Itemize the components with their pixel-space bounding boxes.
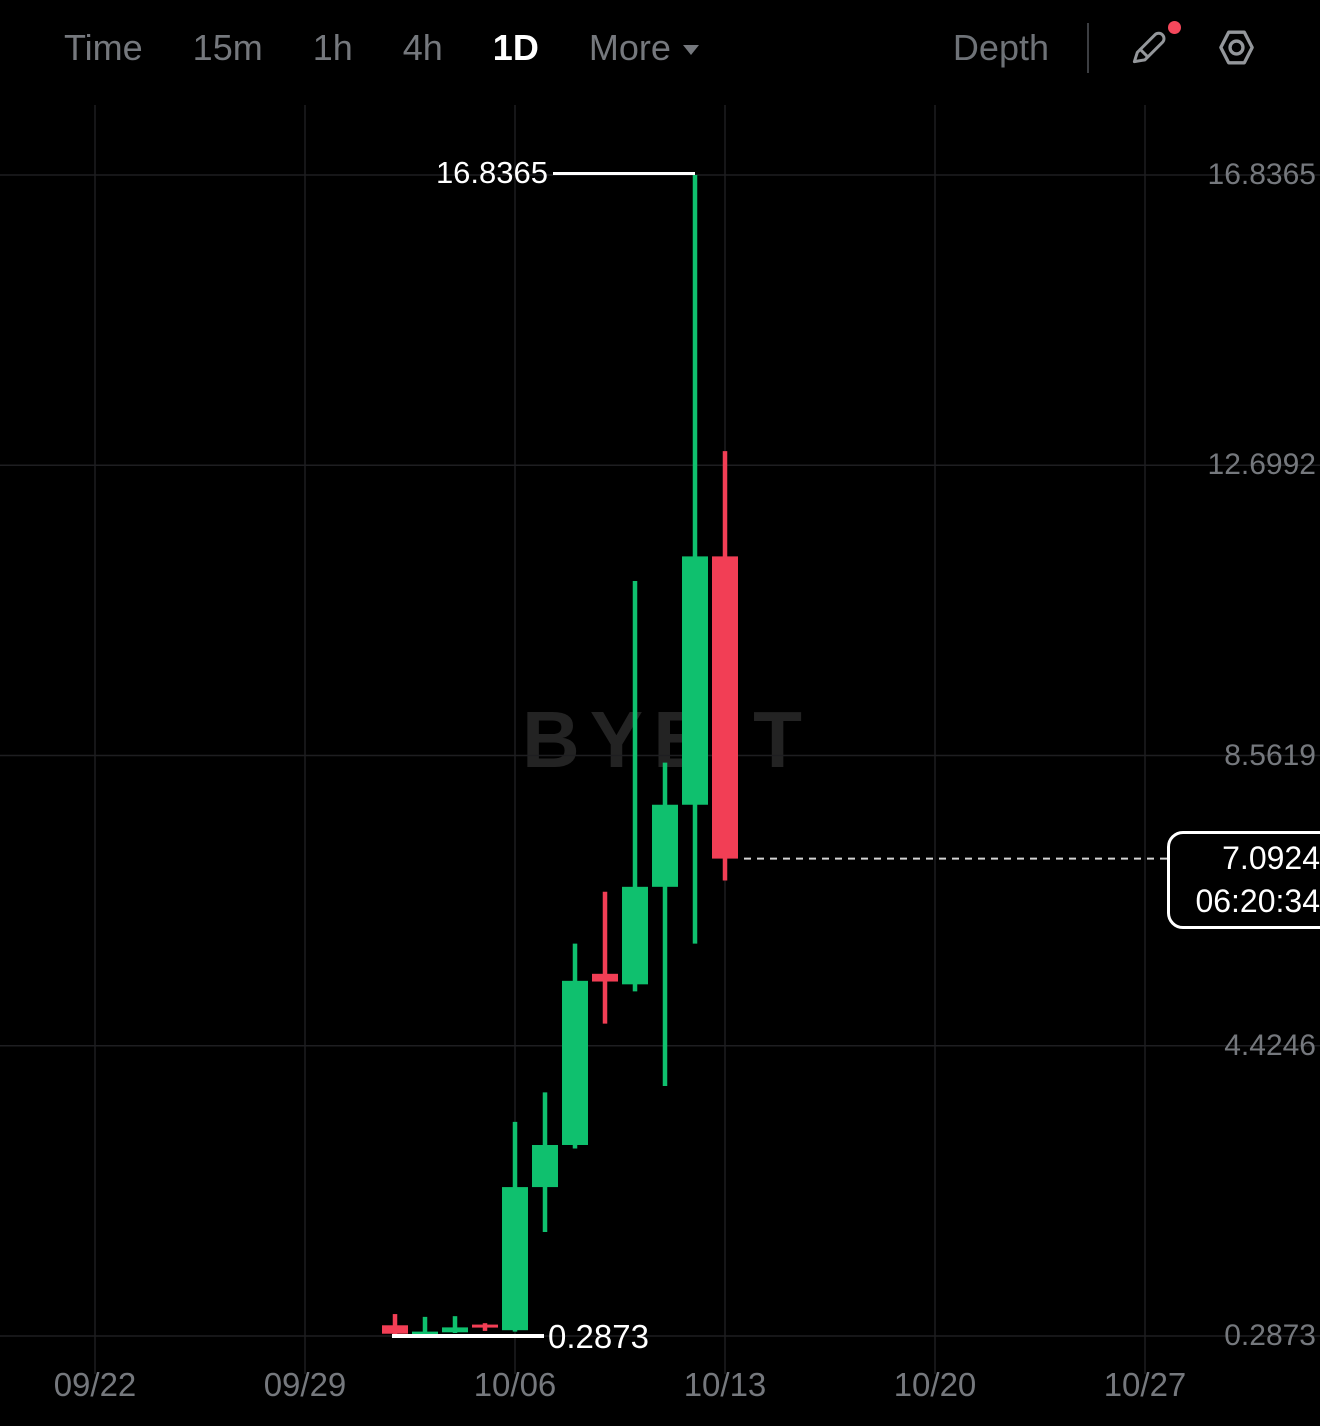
tab-4h[interactable]: 4h — [402, 26, 443, 68]
high-price-label: 16.8365 — [435, 155, 548, 190]
tab-more-button[interactable]: More — [588, 26, 699, 68]
price-axis-label: 16.8365 — [1207, 158, 1316, 191]
tab-1h[interactable]: 1h — [312, 26, 353, 68]
candle-body — [712, 556, 738, 859]
chart-settings-button[interactable] — [1213, 24, 1260, 71]
price-axis-label: 8.5619 — [1224, 738, 1316, 772]
time-axis-label: 10/13 — [683, 1366, 767, 1403]
notification-dot — [1168, 20, 1181, 34]
time-axis-label: 10/06 — [473, 1366, 557, 1403]
toolbar-right-group: Depth — [952, 20, 1260, 73]
candle-body — [652, 804, 678, 887]
last-price-tag: 7.0924 06:20:34 — [1167, 831, 1320, 929]
candle-countdown: 06:20:34 — [1195, 883, 1320, 919]
price-axis-label: 0.2873 — [1224, 1319, 1316, 1352]
time-axis-label: 09/29 — [263, 1366, 347, 1403]
pencil-icon — [1132, 31, 1166, 63]
candle-body — [682, 556, 708, 805]
candle-body — [592, 973, 618, 982]
candle-body — [472, 1324, 498, 1328]
draw-tool-button[interactable] — [1127, 20, 1181, 69]
candle-body — [382, 1325, 408, 1334]
last-price-value: 7.0924 — [1222, 840, 1320, 876]
interval-tabs: Time 15m 1h 4h 1D — [64, 26, 539, 68]
tab-15m[interactable]: 15m — [192, 26, 263, 68]
time-axis-label: 09/22 — [53, 1366, 137, 1403]
candle-body — [442, 1327, 468, 1333]
settings-nut-icon — [1219, 30, 1254, 65]
low-price-label: 0.2873 — [548, 1318, 649, 1355]
bybit-watermark: BYBIT — [522, 695, 812, 784]
more-label: More — [588, 26, 671, 68]
candle-body — [532, 1144, 558, 1188]
time-axis-label: 10/27 — [1103, 1366, 1187, 1403]
price-axis-label: 12.6992 — [1207, 448, 1316, 482]
price-axis-label: 4.4246 — [1224, 1028, 1316, 1062]
candle-body — [622, 886, 648, 985]
chart-toolbar: Time 15m 1h 4h 1D More Depth — [0, 0, 1320, 95]
toolbar-divider — [1087, 22, 1089, 73]
tab-time[interactable]: Time — [64, 26, 143, 68]
depth-button[interactable]: Depth — [952, 26, 1049, 68]
candle-body — [562, 980, 588, 1145]
candle-body — [502, 1187, 528, 1331]
time-axis-label: 10/20 — [893, 1366, 977, 1403]
chevron-down-icon — [682, 45, 699, 55]
tab-1d[interactable]: 1D — [492, 26, 539, 68]
